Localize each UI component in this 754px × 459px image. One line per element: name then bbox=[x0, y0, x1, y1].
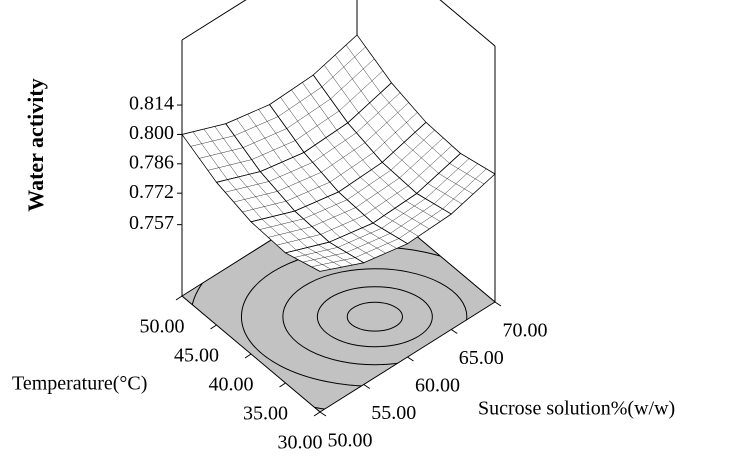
y-tick-label: 30.00 bbox=[278, 432, 323, 454]
z-tick-label: 0.814 bbox=[129, 93, 174, 115]
y-tick bbox=[211, 325, 217, 329]
box-edge bbox=[182, 0, 357, 40]
x-axis-title: Sucrose solution%(w/w) bbox=[478, 398, 675, 420]
y-tick-label: 35.00 bbox=[243, 403, 288, 425]
x-tick bbox=[495, 302, 501, 306]
x-tick-label: 55.00 bbox=[371, 402, 416, 424]
x-tick bbox=[320, 412, 326, 416]
y-tick bbox=[176, 296, 182, 300]
box-edge bbox=[357, 0, 495, 46]
y-tick-label: 50.00 bbox=[140, 316, 185, 338]
x-tick bbox=[364, 385, 370, 389]
x-tick bbox=[408, 357, 414, 361]
x-tick-label: 70.00 bbox=[503, 320, 548, 342]
y-tick-label: 45.00 bbox=[174, 345, 219, 367]
z-tick-label: 0.786 bbox=[129, 151, 174, 173]
x-tick-label: 50.00 bbox=[328, 430, 373, 452]
z-tick-label: 0.772 bbox=[129, 181, 174, 203]
x-tick-label: 65.00 bbox=[459, 347, 504, 369]
y-tick bbox=[314, 412, 320, 416]
z-tick-label: 0.800 bbox=[129, 122, 174, 144]
y-tick bbox=[280, 383, 286, 387]
x-tick bbox=[451, 330, 457, 334]
z-tick-label: 0.757 bbox=[129, 212, 174, 234]
y-tick bbox=[245, 354, 251, 358]
y-tick-label: 40.00 bbox=[209, 374, 254, 396]
y-axis-title: Temperature(°C) bbox=[12, 373, 147, 395]
x-tick-label: 60.00 bbox=[415, 375, 460, 397]
chart: Water activity Sucrose solution%(w/w) Te… bbox=[0, 0, 754, 459]
z-axis-title: Water activity bbox=[23, 78, 48, 211]
